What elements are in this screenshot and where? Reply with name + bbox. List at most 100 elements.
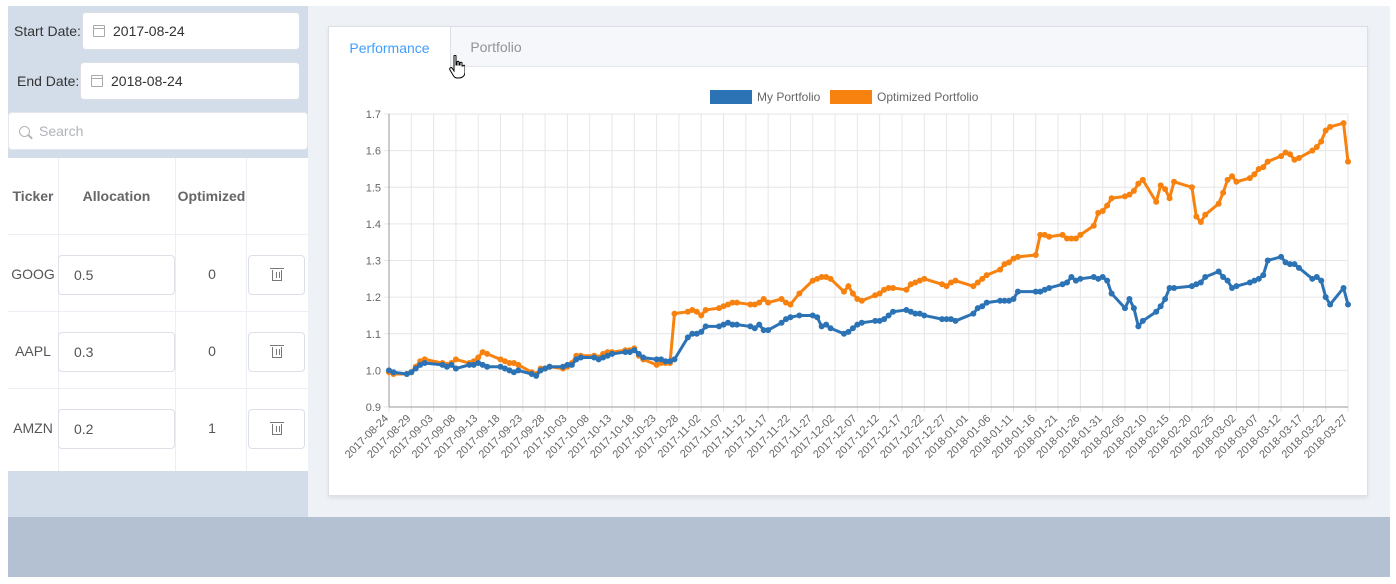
footer-bar [8,517,1390,577]
data-point [1255,275,1262,282]
data-point [1063,279,1070,286]
data-point [466,361,473,368]
data-point [1246,175,1253,182]
data-point [1171,178,1178,185]
y-tick-label: 1.4 [366,219,381,231]
optimized-cell: 0 [208,265,216,282]
data-point [1327,123,1334,130]
data-point [1090,222,1097,229]
data-point [1251,171,1258,178]
data-point [448,361,455,368]
header-optimized: Optimized [177,188,246,204]
data-point [1010,295,1017,302]
data-point [1220,189,1227,196]
data-point [1318,138,1325,145]
data-point [577,354,584,361]
data-point [622,349,629,356]
data-point [698,328,705,335]
data-point [1309,147,1316,154]
tab-performance[interactable]: Performance [329,27,451,68]
data-point [1139,176,1146,183]
allocation-input[interactable]: 0.5 [58,255,175,295]
tab-portfolio[interactable]: Portfolio [470,39,522,55]
header-allocation: Allocation [82,188,151,204]
data-point [921,312,928,319]
data-point [890,284,897,291]
data-point [1104,277,1111,284]
data-point [858,319,865,326]
data-point [1233,283,1240,290]
data-point [760,295,767,302]
data-point [1166,284,1173,291]
data-point [1037,231,1044,238]
data-point [689,330,696,337]
start-date-value: 2017-08-24 [113,23,185,39]
data-point [1278,253,1285,260]
data-point [1032,288,1039,295]
delete-button[interactable] [248,332,305,372]
data-point [778,319,785,326]
data-point [702,323,709,330]
data-point [1264,158,1271,165]
delete-button[interactable] [248,409,305,449]
data-point [952,317,959,324]
trash-icon [269,344,284,358]
data-point [827,275,834,282]
data-point [1188,184,1195,191]
column-divider [175,158,176,471]
allocation-input[interactable]: 0.2 [58,409,175,449]
data-point [1121,305,1128,312]
table-row: AAPL 0.3 0 [8,311,308,388]
data-point [747,301,754,308]
data-point [1126,191,1133,198]
data-point [1202,273,1209,280]
data-point [787,314,794,321]
data-point [778,295,785,302]
data-point [983,299,990,306]
data-point [912,310,919,317]
start-date-picker[interactable]: 2017-08-24 [82,12,300,50]
data-point [1014,288,1021,295]
data-point [1108,290,1115,297]
data-point [1108,195,1115,202]
data-point [729,321,736,328]
data-point [546,363,553,370]
data-point [1287,261,1294,268]
data-point [1157,182,1164,189]
data-point [1006,259,1013,266]
end-date-picker[interactable]: 2018-08-24 [80,62,300,100]
data-point [484,363,491,370]
data-point [1264,257,1271,264]
data-point [1340,284,1347,291]
calendar-icon [91,75,103,87]
data-point [970,310,977,317]
allocation-input[interactable]: 0.3 [58,332,175,372]
data-point [1068,273,1075,280]
left-panel: Start Date: 2017-08-24 End Date: 2018-08… [8,6,308,518]
search-input[interactable]: Search [8,112,308,150]
data-point [635,350,642,357]
data-point [484,350,491,357]
data-point [1215,268,1222,275]
data-point [765,299,772,306]
y-tick-label: 1.1 [366,329,381,341]
data-point [1135,323,1142,330]
delete-button[interactable] [248,255,305,295]
column-divider [246,158,247,471]
data-point [943,283,950,290]
data-point [823,321,830,328]
performance-chart: 0.91.01.11.21.31.41.51.61.72017-08-24201… [343,90,1351,461]
data-point [756,321,763,328]
data-point [1291,261,1298,268]
data-point [818,273,825,280]
data-point [653,356,660,363]
data-point [1215,200,1222,207]
data-point [1345,301,1351,308]
data-point [997,297,1004,304]
hand-cursor-icon [449,55,465,79]
data-point [1224,176,1231,183]
legend-swatch [710,90,752,104]
data-point [1099,208,1106,215]
data-point [974,279,981,286]
